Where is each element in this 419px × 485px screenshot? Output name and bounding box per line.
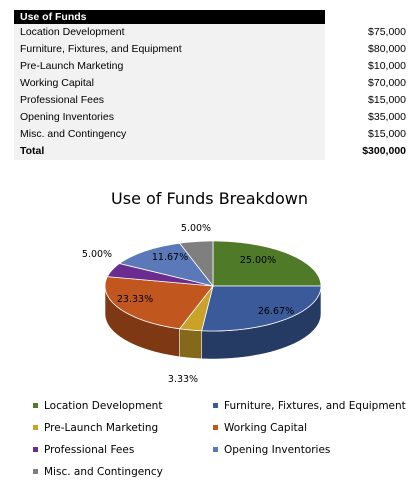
- table-row: Furniture, Fixtures, and Equipment $80,00…: [14, 41, 406, 58]
- legend-label: Professional Fees: [44, 444, 135, 456]
- legend-label: Opening Inventories: [224, 444, 331, 456]
- table-row: Misc. and Contingency $15,000: [14, 126, 406, 143]
- table-row: Location Development $75,000: [14, 24, 406, 41]
- legend-item: Pre-Launch Marketing: [33, 422, 158, 434]
- row-label: Location Development: [20, 26, 125, 38]
- row-label: Misc. and Contingency: [20, 128, 127, 140]
- chart-title: Use of Funds Breakdown: [111, 189, 308, 208]
- legend-label: Furniture, Fixtures, and Equipment: [224, 400, 406, 412]
- pie-slice-4: [106, 263, 214, 287]
- legend-label: Pre-Launch Marketing: [44, 422, 159, 434]
- row-amount: $35,000: [368, 111, 406, 123]
- row-amount: $15,000: [368, 94, 406, 106]
- pie-slice-0: [212, 240, 322, 287]
- row-label: Furniture, Fixtures, and Equipment: [20, 43, 182, 55]
- pie-label-3: 23.33%: [117, 294, 153, 305]
- legend-swatch: [213, 446, 218, 452]
- legend-item: Furniture, Fixtures, and Equipment: [213, 400, 406, 412]
- row-label: Opening Inventories: [20, 111, 114, 123]
- legend-item: Working Capital: [213, 422, 307, 434]
- legend-label: Location Development: [44, 400, 163, 412]
- legend-swatch: [33, 468, 38, 474]
- row-label: Professional Fees: [20, 94, 105, 106]
- pie-label-6: 5.00%: [181, 223, 211, 234]
- table-row: Pre-Launch Marketing $10,000: [14, 58, 406, 75]
- legend-swatch: [33, 424, 38, 430]
- table-header: Use of Funds: [14, 10, 325, 24]
- row-amount: $75,000: [368, 26, 406, 38]
- table-row: Working Capital $70,000: [14, 75, 406, 92]
- pie-slice-1: [201, 285, 322, 332]
- row-amount: $10,000: [368, 60, 406, 72]
- pie-label-0: 25.00%: [240, 255, 276, 266]
- pie-label-5: 11.67%: [152, 252, 188, 263]
- legend-swatch: [213, 424, 218, 430]
- row-label: Working Capital: [20, 77, 94, 89]
- legend-swatch: [33, 446, 38, 452]
- row-amount: $80,000: [368, 43, 406, 55]
- legend-item: Location Development: [33, 400, 162, 412]
- table-row: Professional Fees $15,000: [14, 92, 406, 109]
- total-label: Total: [20, 145, 45, 157]
- legend-item: Misc. and Contingency: [33, 466, 163, 478]
- legend-swatch: [33, 402, 38, 408]
- pie-slice-6: [178, 240, 214, 288]
- use-of-funds-table: Use of Funds Location Development $75,000…: [14, 10, 406, 160]
- pie-side-2: [179, 328, 203, 360]
- pie-label-2: 3.33%: [168, 374, 198, 385]
- pie-label-4: 5.00%: [82, 249, 112, 260]
- pie-label-1: 26.67%: [258, 306, 294, 317]
- legend-label: Working Capital: [224, 422, 307, 434]
- table-total-row: Total $300,000: [14, 143, 406, 160]
- pie-slice-3: [104, 276, 214, 330]
- row-label: Pre-Launch Marketing: [20, 60, 124, 72]
- legend-label: Misc. and Contingency: [44, 466, 163, 478]
- legend-item: Professional Fees: [33, 444, 134, 456]
- table-row: Opening Inventories $35,000: [14, 109, 406, 126]
- total-amount: $300,000: [362, 145, 406, 157]
- legend-item: Opening Inventories: [213, 444, 330, 456]
- row-amount: $70,000: [368, 77, 406, 89]
- row-amount: $15,000: [368, 128, 406, 140]
- legend-swatch: [213, 402, 218, 408]
- pie-slice-5: [118, 242, 215, 287]
